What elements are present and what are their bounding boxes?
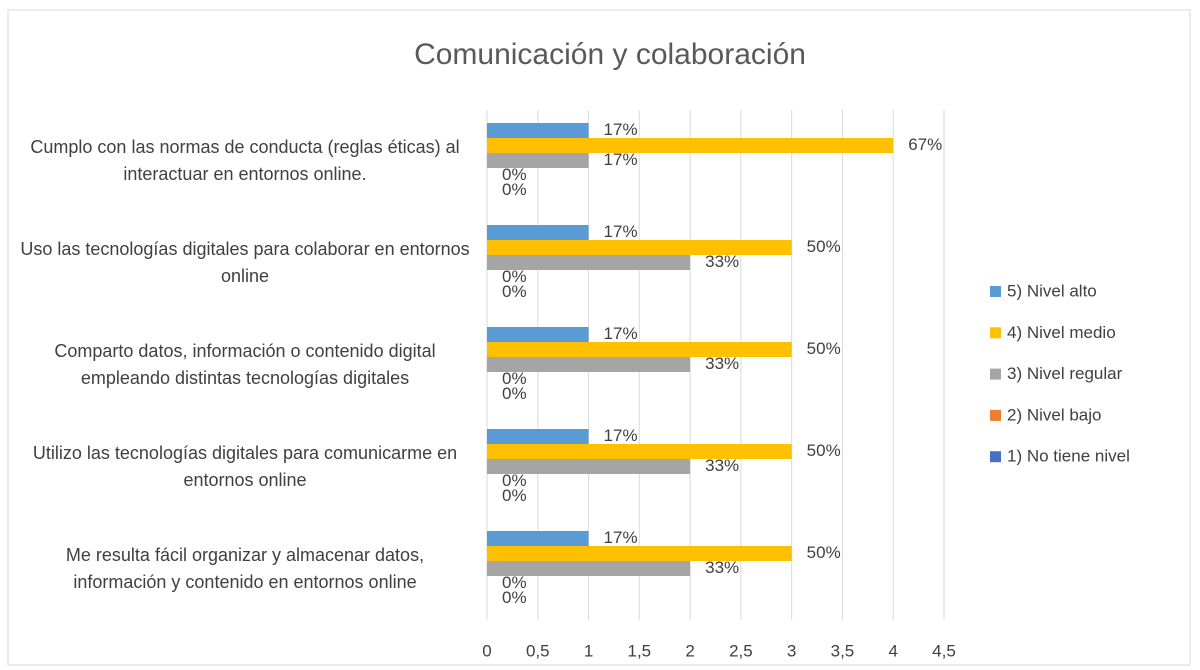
bar xyxy=(487,342,792,357)
bar xyxy=(487,357,691,372)
bar xyxy=(487,240,792,255)
legend-swatch xyxy=(990,286,1001,297)
category-label: Comparto datos, información o contenido … xyxy=(54,340,436,388)
bar xyxy=(487,561,691,576)
data-label: 17% xyxy=(604,150,638,169)
x-tick-label: 0,5 xyxy=(526,641,550,660)
legend-swatch xyxy=(990,368,1001,380)
category-label: Me resulta fácil organizar y almacenar d… xyxy=(65,544,425,592)
bar xyxy=(487,429,589,444)
x-tick-label: 4,5 xyxy=(932,641,956,660)
x-tick-label: 1 xyxy=(584,641,593,660)
data-label: 67% xyxy=(908,135,942,154)
chart-title: Comunicación y colaboración xyxy=(414,38,806,71)
category-label: Uso las tecnologías digitales para colab… xyxy=(20,238,470,286)
bar xyxy=(487,444,792,459)
data-label: 0% xyxy=(502,573,527,592)
legend-swatch xyxy=(990,327,1001,339)
data-label: 17% xyxy=(604,324,638,343)
x-tick-label: 2 xyxy=(685,641,694,660)
data-label: 0% xyxy=(502,165,527,184)
data-label: 0% xyxy=(502,588,527,607)
data-label: 33% xyxy=(705,456,739,475)
data-label: 0% xyxy=(502,384,527,403)
legend-label: 3) Nivel regular xyxy=(1007,364,1123,383)
data-label: 17% xyxy=(604,426,638,445)
x-tick-label: 4 xyxy=(888,641,897,660)
data-label: 0% xyxy=(502,282,527,301)
x-tick-label: 2,5 xyxy=(729,641,753,660)
bar xyxy=(487,531,589,546)
data-label: 0% xyxy=(502,471,527,490)
bar xyxy=(487,459,691,474)
data-label: 50% xyxy=(807,237,841,256)
data-label: 50% xyxy=(807,339,841,358)
x-tick-label: 0 xyxy=(482,641,491,660)
bar xyxy=(487,153,589,168)
data-label: 17% xyxy=(604,120,638,139)
x-tick-label: 3,5 xyxy=(831,641,855,660)
legend-label: 2) Nivel bajo xyxy=(1007,405,1102,424)
x-tick-label: 3 xyxy=(787,641,796,660)
category-label: Cumplo con las normas de conducta (regla… xyxy=(30,136,460,184)
data-label: 0% xyxy=(502,369,527,388)
bar xyxy=(487,138,894,153)
data-label: 50% xyxy=(807,441,841,460)
data-label: 33% xyxy=(705,558,739,577)
data-label: 33% xyxy=(705,252,739,271)
legend-swatch xyxy=(990,451,1001,463)
data-label: 50% xyxy=(807,543,841,562)
legend-label: 1) No tiene nivel xyxy=(1007,447,1130,466)
legend-swatch xyxy=(990,409,1001,421)
data-label: 17% xyxy=(604,528,638,547)
legend-label: 5) Nivel alto xyxy=(1007,281,1097,300)
x-tick-label: 1,5 xyxy=(628,641,652,660)
bar xyxy=(487,327,589,342)
bar xyxy=(487,255,691,270)
bar xyxy=(487,225,589,240)
bar xyxy=(487,123,589,138)
category-label: Utilizo las tecnologías digitales para c… xyxy=(32,442,458,490)
data-label: 0% xyxy=(502,267,527,286)
data-label: 17% xyxy=(604,222,638,241)
bar xyxy=(487,546,792,561)
data-label: 0% xyxy=(502,180,527,199)
data-label: 0% xyxy=(502,486,527,505)
data-label: 33% xyxy=(705,354,739,373)
legend-label: 4) Nivel medio xyxy=(1007,323,1116,342)
